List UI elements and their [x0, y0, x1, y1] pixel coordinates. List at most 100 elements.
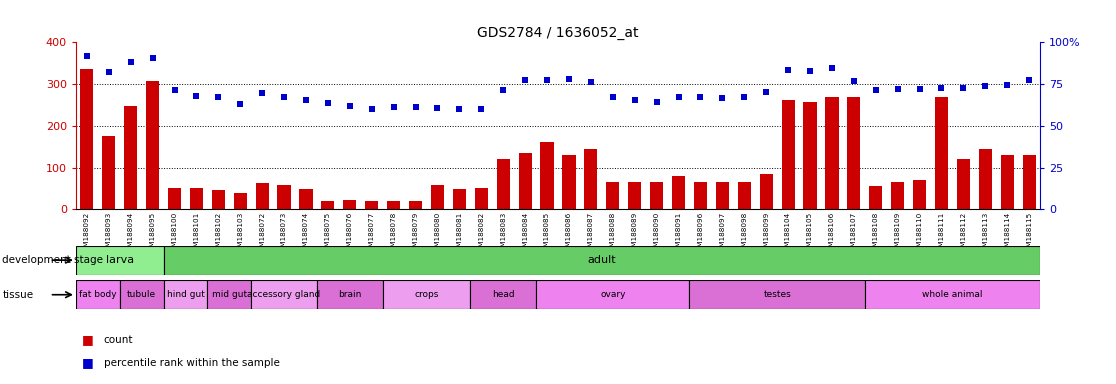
- Bar: [233, 193, 247, 209]
- Bar: [474, 189, 488, 209]
- Text: testes: testes: [763, 290, 791, 299]
- Text: mid gut: mid gut: [212, 290, 247, 299]
- Text: percentile rank within the sample: percentile rank within the sample: [104, 358, 280, 368]
- Point: [692, 94, 710, 101]
- Bar: [738, 182, 751, 209]
- Point: [538, 77, 556, 83]
- Point: [801, 68, 819, 74]
- Point: [429, 105, 446, 111]
- Bar: [251, 280, 317, 309]
- Bar: [826, 96, 838, 209]
- Bar: [847, 96, 860, 209]
- Bar: [1022, 155, 1036, 209]
- Bar: [317, 280, 383, 309]
- Point: [99, 69, 117, 75]
- Bar: [672, 176, 685, 209]
- Bar: [979, 149, 992, 209]
- Point: [647, 98, 665, 104]
- Point: [758, 89, 776, 95]
- Point: [187, 93, 205, 99]
- Point: [822, 65, 840, 71]
- Point: [406, 103, 424, 109]
- Text: tissue: tissue: [2, 290, 33, 300]
- Text: accessory gland: accessory gland: [248, 290, 320, 299]
- Bar: [146, 81, 160, 209]
- Bar: [167, 187, 181, 209]
- Bar: [470, 280, 536, 309]
- Point: [933, 85, 951, 91]
- Bar: [408, 201, 422, 209]
- Point: [581, 79, 599, 85]
- Point: [976, 83, 994, 89]
- Bar: [256, 184, 269, 209]
- Point: [670, 93, 687, 99]
- Bar: [935, 96, 949, 209]
- Bar: [536, 280, 690, 309]
- Text: head: head: [492, 290, 514, 299]
- Point: [340, 103, 358, 109]
- Bar: [865, 280, 1040, 309]
- Point: [845, 78, 863, 84]
- Bar: [208, 280, 251, 309]
- Point: [165, 87, 183, 93]
- Point: [999, 82, 1017, 88]
- Point: [210, 94, 228, 101]
- Bar: [190, 187, 203, 209]
- Bar: [278, 185, 290, 209]
- Point: [122, 59, 140, 65]
- Bar: [299, 189, 312, 209]
- Bar: [103, 136, 115, 209]
- Title: GDS2784 / 1636052_at: GDS2784 / 1636052_at: [478, 26, 638, 40]
- Text: ■: ■: [81, 333, 94, 346]
- Bar: [540, 142, 554, 209]
- Bar: [781, 100, 795, 209]
- Bar: [606, 182, 619, 209]
- Bar: [650, 182, 663, 209]
- Bar: [76, 280, 119, 309]
- Point: [713, 95, 731, 101]
- Bar: [519, 153, 531, 209]
- Bar: [804, 101, 817, 209]
- Text: ovary: ovary: [600, 290, 626, 299]
- Bar: [119, 280, 164, 309]
- Point: [472, 106, 490, 112]
- Point: [954, 85, 972, 91]
- Point: [888, 86, 906, 92]
- Bar: [690, 280, 865, 309]
- Text: tubule: tubule: [127, 290, 156, 299]
- Point: [231, 101, 249, 107]
- Point: [604, 93, 622, 99]
- Bar: [387, 201, 401, 209]
- Point: [319, 100, 337, 106]
- Bar: [212, 190, 225, 209]
- Text: hind gut: hind gut: [166, 290, 204, 299]
- Point: [297, 97, 315, 103]
- Bar: [497, 159, 510, 209]
- Bar: [383, 280, 470, 309]
- Bar: [80, 70, 94, 209]
- Point: [276, 93, 294, 99]
- Point: [560, 76, 578, 82]
- Bar: [869, 186, 883, 209]
- Bar: [956, 159, 970, 209]
- Bar: [628, 182, 642, 209]
- Bar: [453, 189, 466, 209]
- Point: [451, 106, 469, 112]
- Point: [779, 67, 797, 73]
- Bar: [344, 200, 356, 209]
- Point: [363, 106, 381, 112]
- Point: [385, 104, 403, 111]
- Text: count: count: [104, 335, 133, 345]
- Point: [1020, 77, 1038, 83]
- Point: [144, 55, 162, 61]
- Bar: [913, 180, 926, 209]
- Bar: [164, 280, 208, 309]
- Text: brain: brain: [338, 290, 362, 299]
- Bar: [365, 201, 378, 209]
- Point: [867, 87, 885, 93]
- Bar: [715, 182, 729, 209]
- Bar: [694, 182, 708, 209]
- Bar: [321, 201, 335, 209]
- Text: larva: larva: [106, 255, 134, 265]
- Text: whole animal: whole animal: [922, 290, 983, 299]
